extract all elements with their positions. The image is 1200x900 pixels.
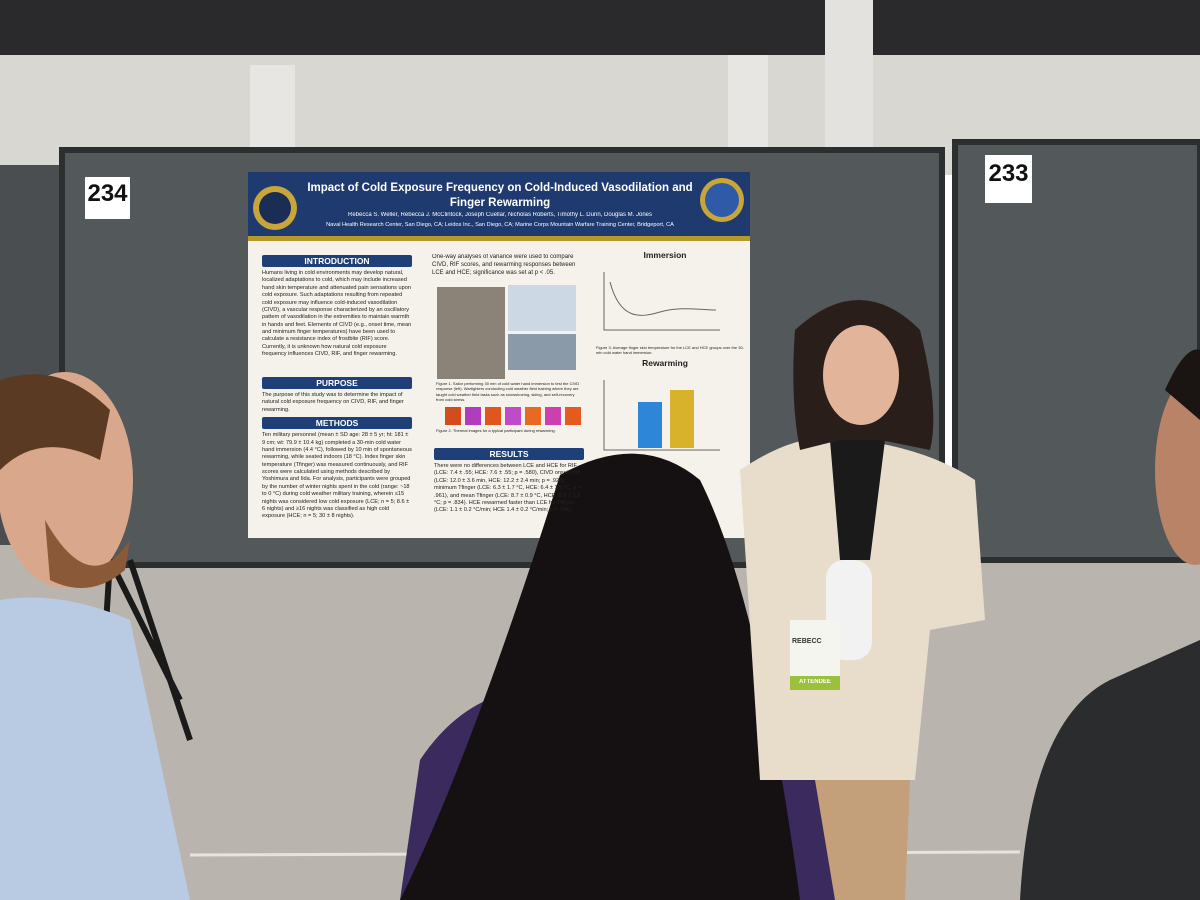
section: INTRODUCTION Humans living in cold envir… <box>262 255 412 532</box>
poster-bar-axis <box>603 380 720 451</box>
poster-bar <box>670 390 694 448</box>
badge-stripe <box>790 676 840 690</box>
thermal <box>445 407 461 425</box>
logo <box>259 192 291 224</box>
poster-authors: Rebecca S. Weller, Rebecca J. McClintock… <box>347 212 653 218</box>
person-shirt <box>1020 640 1200 900</box>
analysis-text: One-way analyses of variance were used t… <box>432 254 576 276</box>
thermal <box>545 407 561 425</box>
section-text: Ten military personnel (mean ± SD age: 2… <box>262 432 412 520</box>
section-heading: METHODS <box>262 417 412 430</box>
board-number: 234 <box>87 180 128 207</box>
thermal-images <box>445 407 581 425</box>
section-heading: RESULTS <box>434 448 584 460</box>
poster-header <box>248 172 750 236</box>
thermal <box>565 407 581 425</box>
logo <box>705 183 739 217</box>
thermal <box>485 407 501 425</box>
photo-thumb <box>508 285 576 331</box>
person-hair <box>0 374 110 470</box>
person-face <box>1155 375 1200 565</box>
poster-title: Impact of Cold Exposure Frequency on Col… <box>307 182 693 209</box>
section-heading: PURPOSE <box>262 377 412 389</box>
person-face <box>823 325 899 425</box>
thermal <box>465 407 481 425</box>
photo-thumb <box>508 334 576 370</box>
section-heading: INTRODUCTION <box>262 255 412 267</box>
thermal <box>525 407 541 425</box>
section-text: Humans living in cold environments may d… <box>262 270 412 358</box>
poster-affiliations: Naval Health Research Center, San Diego,… <box>326 222 674 228</box>
person-beard <box>45 520 130 588</box>
badge-role: ATTENDEE <box>799 679 831 685</box>
figure-caption: Figure 2. Thermal images for a typical p… <box>436 428 556 433</box>
section: RESULTS There were no differences betwee… <box>434 448 584 543</box>
board-number-bg <box>985 155 1032 203</box>
pillar <box>728 55 768 155</box>
person-hair <box>400 453 800 900</box>
section-text: There were no differences between LCE an… <box>434 463 582 514</box>
person-pants <box>815 780 910 900</box>
chart-title: Rewarming <box>642 358 688 368</box>
person-top <box>830 440 885 560</box>
board-number: 233 <box>988 160 1029 187</box>
thermal <box>505 407 521 425</box>
badge-name: REBECC <box>792 638 822 645</box>
person-hair <box>1165 349 1200 420</box>
figure-caption: Figure 3. Average finger skin temperatur… <box>596 345 744 356</box>
pillar <box>825 0 873 150</box>
chart-title: Immersion <box>643 250 687 260</box>
poster-rule <box>248 236 750 241</box>
section-text: The purpose of this study was to determi… <box>262 392 404 413</box>
board-number-bg <box>85 177 130 219</box>
person-shirt <box>0 597 190 900</box>
photo-thumb <box>437 287 505 379</box>
poster-line-chart <box>603 272 720 331</box>
figure-caption: Figure 1. Sailor performing 30 min of co… <box>436 381 580 402</box>
poster-bar <box>638 402 662 448</box>
